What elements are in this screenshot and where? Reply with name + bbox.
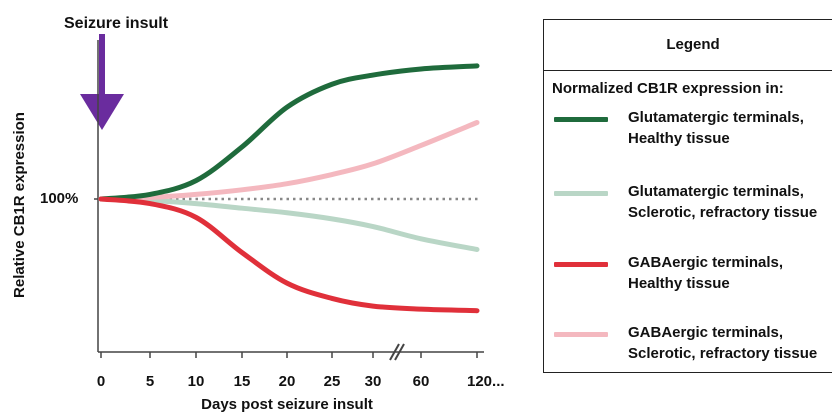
x-tick-label: 60 bbox=[413, 373, 430, 390]
series-group bbox=[98, 63, 480, 314]
legend: Legend Normalized CB1R expression in: Gl… bbox=[543, 19, 832, 373]
x-tick-label: 5 bbox=[146, 373, 154, 390]
x-tick-label: 25 bbox=[324, 373, 341, 390]
legend-label: Glutamatergic terminals, Healthy tissue bbox=[628, 107, 804, 149]
x-tick-label: 120... bbox=[467, 373, 505, 390]
legend-swatch bbox=[554, 191, 608, 196]
legend-label-line: Healthy tissue bbox=[628, 275, 730, 292]
legend-label-line: GABAergic terminals, bbox=[628, 254, 784, 271]
legend-label: GABAergic terminals, Sclerotic, refracto… bbox=[628, 322, 817, 364]
legend-subtitle: Normalized CB1R expression in: bbox=[552, 80, 784, 97]
legend-label-line: Healthy tissue bbox=[628, 130, 730, 147]
x-tick-label: 30 bbox=[365, 373, 382, 390]
legend-label-line: GABAergic terminals, bbox=[628, 324, 784, 341]
axes bbox=[94, 40, 484, 361]
x-axis-title: Days post seizure insult bbox=[201, 396, 373, 413]
legend-label-line: Glutamatergic terminals, bbox=[628, 183, 804, 200]
seizure-annotation: Seizure insult bbox=[64, 15, 169, 130]
seizure-insult-label: Seizure insult bbox=[64, 15, 169, 32]
axis-break-mark bbox=[389, 343, 400, 361]
legend-swatch bbox=[554, 332, 608, 337]
seizure-arrow-icon bbox=[80, 94, 124, 130]
legend-label: GABAergic terminals, Healthy tissue bbox=[628, 252, 783, 294]
seizure-arrow-shaft bbox=[99, 34, 105, 96]
series-line bbox=[98, 196, 480, 252]
x-tick-label: 20 bbox=[279, 373, 296, 390]
legend-label-line: Sclerotic, refractory tissue bbox=[628, 345, 818, 362]
legend-swatch bbox=[554, 262, 608, 267]
x-tick-label: 10 bbox=[188, 373, 205, 390]
y-axis-title: Relative CB1R expression bbox=[11, 112, 28, 298]
axis-break-mark bbox=[394, 343, 405, 361]
legend-swatch bbox=[554, 117, 608, 122]
series-line bbox=[98, 196, 480, 314]
legend-label: Glutamatergic terminals, Sclerotic, refr… bbox=[628, 181, 817, 223]
tick-labels: 100% 0 5 10 15 20 25 30 60 120... bbox=[40, 190, 505, 390]
legend-label-line: Sclerotic, refractory tissue bbox=[628, 204, 818, 221]
y-tick-label: 100% bbox=[40, 190, 78, 207]
series-line bbox=[98, 120, 480, 202]
x-tick-label: 15 bbox=[234, 373, 251, 390]
x-tick-label: 0 bbox=[97, 373, 105, 390]
legend-title: Legend bbox=[544, 20, 832, 71]
series-line bbox=[98, 63, 480, 202]
legend-label-line: Glutamatergic terminals, bbox=[628, 109, 804, 126]
